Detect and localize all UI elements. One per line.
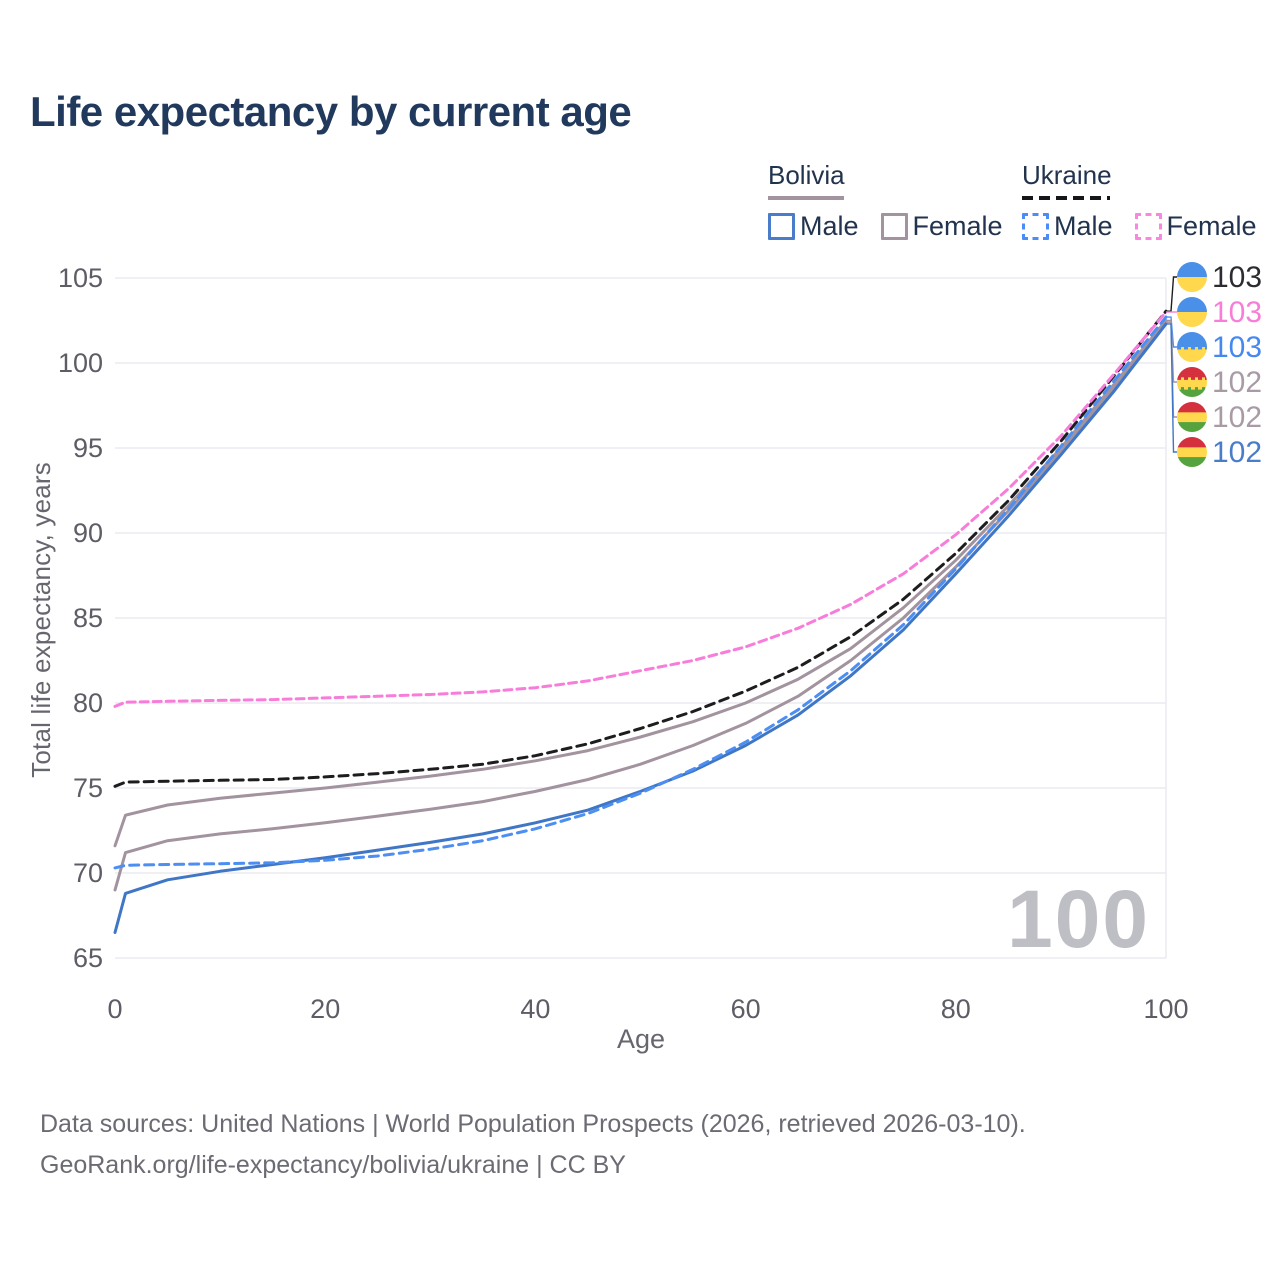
footer: Data sources: United Nations | World Pop…: [40, 1104, 1026, 1186]
legend-title-bolivia: Bolivia: [768, 160, 845, 190]
end-value-label-ukraine-female: 103: [1212, 296, 1262, 329]
legend-label-ukraine-female[interactable]: Female: [1166, 211, 1257, 241]
x-tick-label-0: 0: [107, 994, 122, 1024]
legend-label-ukraine-male[interactable]: Male: [1054, 211, 1113, 241]
legend-checkbox-ukraine-male[interactable]: [1022, 213, 1049, 240]
legend-checkbox-ukraine-female[interactable]: [1134, 213, 1162, 240]
legend-checkbox-bolivia-female[interactable]: [880, 213, 908, 240]
y-tick-label-105: 105: [58, 263, 103, 293]
y-tick-label-70: 70: [73, 858, 103, 888]
series-line-bolivia-male[interactable]: [113, 322, 1168, 934]
watermark: 100: [1007, 874, 1150, 965]
page-title: Life expectancy by current age: [30, 88, 632, 135]
end-value-label-bolivia-female: 102: [1212, 366, 1262, 399]
legend-group-ukraine: Ukraine Male Female: [1022, 160, 1279, 242]
x-tick-label-100: 100: [1143, 994, 1188, 1024]
x-tick-label-20: 20: [310, 994, 340, 1024]
end-value-label-bolivia-both: 102: [1212, 401, 1262, 434]
x-tick-label-60: 60: [731, 994, 761, 1024]
legend: Bolivia Male Female Ukraine Male: [0, 160, 1280, 250]
legend-underline-bolivia: [768, 196, 844, 200]
legend-title-ukraine: Ukraine: [1022, 160, 1112, 190]
footer-attribution-link[interactable]: GeoRank.org/life-expectancy/bolivia/ukra…: [40, 1151, 626, 1179]
flag-icon-ukraine: [1177, 297, 1207, 327]
series-line-ukraine-female[interactable]: [113, 310, 1168, 708]
y-tick-label-65: 65: [73, 943, 103, 973]
flag-icon-ukraine: [1177, 262, 1207, 292]
y-tick-label-75: 75: [73, 773, 103, 803]
legend-group-bolivia: Bolivia Male Female: [768, 160, 1025, 242]
y-tick-label-100: 100: [58, 348, 103, 378]
series-line-ukraine-male[interactable]: [113, 315, 1168, 870]
x-axis-title: Age: [617, 1024, 665, 1054]
end-value-label-bolivia-male: 102: [1212, 436, 1262, 469]
x-tick-label-40: 40: [520, 994, 550, 1024]
footer-data-sources: Data sources: United Nations | World Pop…: [40, 1110, 1026, 1138]
series-line-bolivia-both[interactable]: [113, 320, 1168, 892]
legend-label-bolivia-male[interactable]: Male: [800, 211, 859, 241]
end-label-leader-bolivia-male: [1166, 323, 1177, 453]
legend-item-ukraine-male[interactable]: Male: [1022, 211, 1113, 242]
legend-item-ukraine-female[interactable]: Female: [1134, 211, 1257, 242]
end-label-leader-ukraine-both: [1166, 276, 1177, 312]
flag-icon-bolivia: [1177, 437, 1207, 467]
end-label-leader-ukraine-male: [1166, 316, 1177, 348]
end-value-label-ukraine-male: 103: [1212, 331, 1262, 364]
flag-icon-bolivia: [1177, 367, 1207, 397]
legend-checkbox-bolivia-male[interactable]: [768, 213, 795, 240]
legend-item-bolivia-female[interactable]: Female: [880, 211, 1003, 242]
x-tick-label-80: 80: [941, 994, 971, 1024]
flag-icon-bolivia: [1177, 402, 1207, 432]
y-tick-label-90: 90: [73, 518, 103, 548]
y-tick-label-85: 85: [73, 603, 103, 633]
legend-label-bolivia-female[interactable]: Female: [912, 211, 1003, 241]
legend-underline-ukraine: [1022, 196, 1110, 200]
series-line-bolivia-female[interactable]: [113, 319, 1168, 848]
flag-icon-ukraine: [1177, 332, 1207, 362]
legend-item-bolivia-male[interactable]: Male: [768, 211, 859, 242]
end-value-label-ukraine-both: 103: [1212, 261, 1262, 294]
y-tick-label-95: 95: [73, 433, 103, 463]
series-line-ukraine-both[interactable]: [113, 309, 1168, 788]
y-tick-label-80: 80: [73, 688, 103, 718]
